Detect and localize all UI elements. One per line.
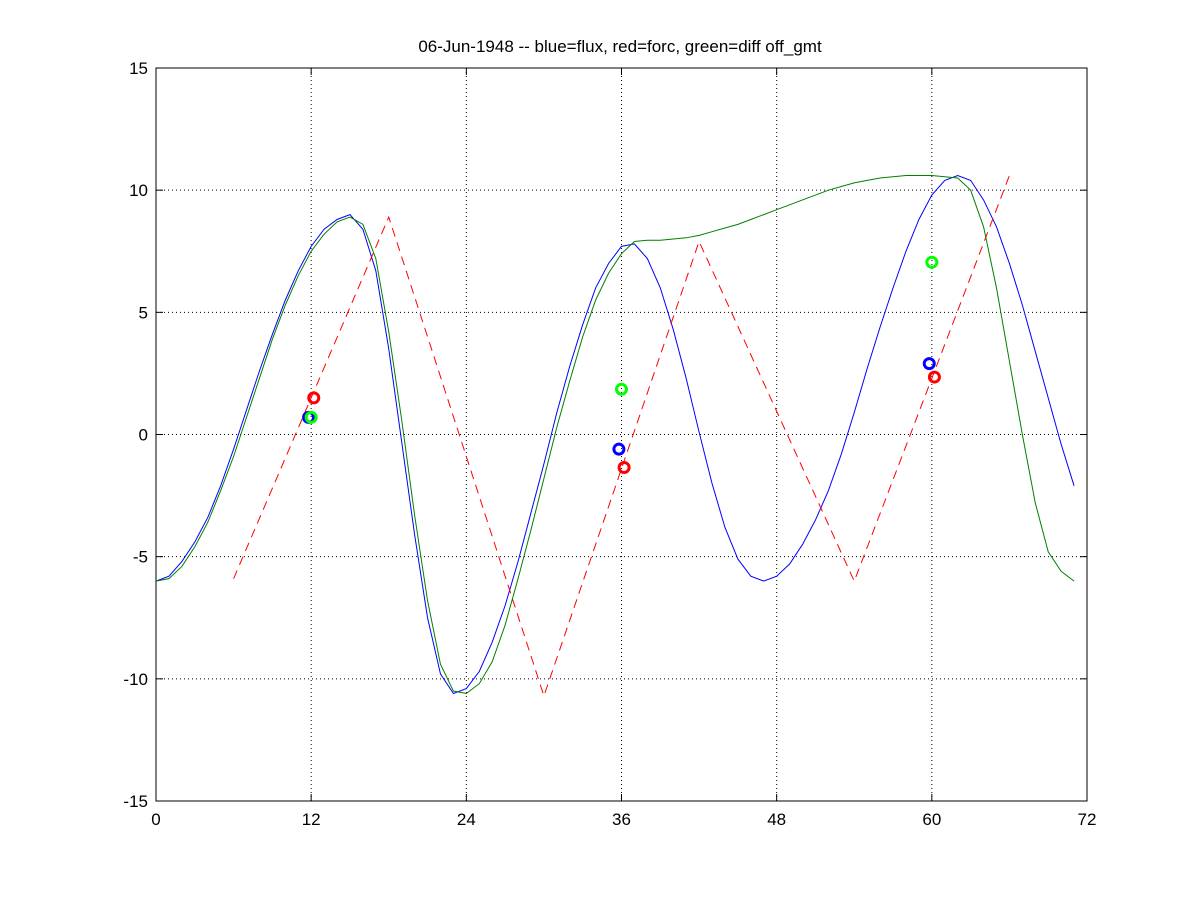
x-tick-label: 48 [767,810,786,829]
data-marker-7 [927,370,941,384]
y-tick-label: 0 [139,426,148,445]
axes [155,67,1088,802]
tick-labels: 0 12 24 36 48 60 72 -15 -10 -5 0 5 10 15 [123,59,1096,829]
x-tick-label: 72 [1078,810,1097,829]
data-marker-6 [922,357,936,371]
x-tick-label: 24 [457,810,476,829]
y-tick-label: 5 [139,303,148,322]
y-tick-label: -10 [123,670,148,689]
x-tick-label: 60 [922,810,941,829]
y-tick-label: 15 [129,59,148,78]
series-line-0 [155,174,1075,695]
x-tick-label: 12 [302,810,321,829]
series-line-2 [155,175,1075,695]
y-tick-label: 10 [129,181,148,200]
series-group [155,174,1075,698]
x-tick-label: 36 [612,810,631,829]
y-tick-label: -5 [133,548,148,567]
chart-title: 06-Jun-1948 -- blue=flux, red=forc, gree… [418,37,822,56]
data-marker-2 [304,410,318,424]
y-tick-label: -15 [123,792,148,811]
data-marker-8 [925,255,939,269]
data-marker-1 [307,391,321,405]
x-tick-label: 0 [151,810,160,829]
marker-group [302,255,941,474]
series-line-1 [233,175,1010,698]
data-marker-5 [615,382,628,396]
data-marker-3 [612,442,626,456]
data-marker-4 [617,460,631,474]
